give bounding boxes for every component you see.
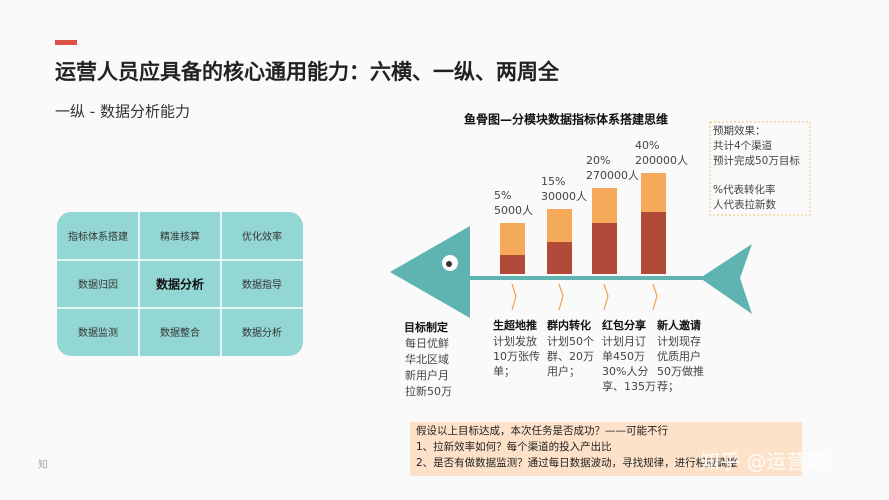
bone-title: 生超地推 [493,318,537,332]
bar-bottom [547,242,572,274]
bone-title: 新人邀请 [657,318,701,332]
note-line: %代表转化率 [713,183,775,196]
bone-line: 50万做推 [657,364,704,378]
footer-mark: 知 [38,458,48,471]
conclusion-line: 2、是否有做数据监测？通过每日数据波动，寻找规律，进行相应调整 [416,456,738,469]
bars: 5% 5000人 15% 30000人 20% 270000人 40% 200000人 [494,139,688,274]
accent-bar [55,40,77,45]
note-line: 预期效果： [713,124,766,137]
note-box [709,121,811,216]
bone-line: 10万张传 [493,350,540,363]
bone [603,283,609,311]
grid-cell: 指标体系搭建 [68,230,128,243]
bar-bottom [641,212,666,274]
bar-top [592,188,617,223]
bar-bottom [500,255,525,274]
bar-rate: 40% [635,139,659,152]
note-line: 人代表拉新数 [713,198,776,211]
fishbone-title: 鱼骨图—分模块数据指标体系搭建思维 [464,112,668,127]
watermark: 知乎 @运营喵 [700,450,826,474]
head-line: 新用户月 [405,368,449,382]
bone-line: 30%人分 [602,365,648,378]
bone-title: 红包分享 [602,318,646,332]
bone-line: 计划50个 [547,335,594,348]
bone-line: 享、135万 [602,379,656,393]
bone [558,283,564,311]
bone-line: 单450万 [602,350,645,363]
bone [652,283,658,311]
conclusion-line: 假设以上目标达成，本次任务是否成功？——可能不行 [416,424,668,437]
slide-subtitle: 一纵 - 数据分析能力 [55,103,190,121]
bar-bottom [592,223,617,274]
head-line: 每日优鲜 [405,336,449,350]
conclusion-box [410,422,802,476]
bar-top [500,223,525,255]
grid-cell: 数据分析 [156,277,204,292]
grid-cell: 数据整合 [160,326,200,339]
grid-cell: 数据监测 [78,326,118,339]
conclusion-line: 1、拉新效率如何？每个渠道的投入产出比 [416,440,612,453]
bar-top [641,173,666,212]
grid-cell: 精准核算 [160,230,200,243]
head-line: 拉新50万 [405,384,452,398]
bar-top [547,209,572,242]
bone [511,283,517,311]
bone-line: 单； [493,365,515,378]
grid-cell: 数据分析 [242,326,282,339]
bone-line: 荐； [657,380,679,393]
grid-cell: 数据归因 [78,278,118,291]
bar-rate: 5% [494,189,511,202]
fish-pupil [446,261,452,267]
note-line: 共计4个渠道 [713,139,773,152]
bone-line: 计划发放 [493,334,537,348]
bar-users: 270000人 [586,169,639,182]
fish-tail [700,244,752,314]
bone-line: 优质用户 [657,349,701,363]
bone-line: 群、20万 [547,349,594,363]
slide-title: 运营人员应具备的核心通用能力：六横、一纵、两周全 [55,60,560,84]
head-title: 目标制定 [404,320,448,334]
bar-users: 5000人 [494,204,533,217]
grid-box [57,212,303,356]
bone-title: 群内转化 [546,318,591,332]
bone-line: 计划现存 [657,334,701,348]
grid-cell: 优化效率 [242,230,282,243]
bone-line: 用户； [547,364,580,378]
fish-head [390,226,470,318]
bar-rate: 15% [541,175,565,188]
grid-cell: 数据指导 [242,278,282,291]
bar-users: 200000人 [635,154,688,167]
bar-rate: 20% [586,154,610,167]
conclusion: 假设以上目标达成，本次任务是否成功？——可能不行 1、拉新效率如何？每个渠道的投入… [416,424,738,469]
head-line: 华北区域 [405,352,449,366]
bar-users: 30000人 [541,190,587,203]
bone-line: 计划月订 [602,335,646,348]
note-line: 预计完成50万目标 [713,154,800,167]
